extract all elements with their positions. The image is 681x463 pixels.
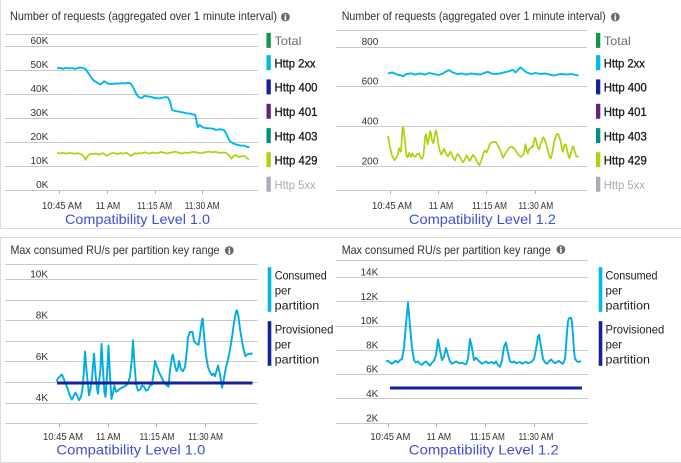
svg-text:11 AM: 11 AM	[96, 201, 121, 212]
svg-text:10K: 10K	[30, 270, 48, 281]
svg-text:30K: 30K	[31, 108, 49, 119]
svg-text:per: per	[275, 283, 292, 297]
svg-text:per: per	[606, 337, 623, 351]
svg-text:Http 2xx: Http 2xx	[275, 56, 316, 70]
svg-text:Total: Total	[604, 34, 631, 48]
svg-text:Http 5xx: Http 5xx	[604, 178, 645, 192]
svg-text:11:30 AM: 11:30 AM	[185, 201, 220, 212]
svg-text:Max consumed RU/s per partitio: Max consumed RU/s per partition key rang…	[11, 243, 220, 257]
svg-text:per: per	[606, 283, 623, 297]
svg-text:60K: 60K	[31, 36, 49, 47]
svg-text:partition: partition	[606, 352, 651, 366]
svg-text:800: 800	[362, 37, 379, 48]
svg-text:8K: 8K	[36, 311, 49, 322]
svg-text:Http 2xx: Http 2xx	[604, 56, 645, 70]
svg-text:Compatibility Level 1.0: Compatibility Level 1.0	[65, 211, 210, 227]
svg-text:2K: 2K	[366, 413, 379, 424]
svg-text:Http 5xx: Http 5xx	[275, 178, 316, 192]
svg-text:Number of requests (aggregated: Number of requests (aggregated over 1 mi…	[10, 9, 277, 23]
svg-text:12K: 12K	[361, 292, 379, 303]
svg-text:40K: 40K	[31, 84, 49, 95]
svg-text:11 AM: 11 AM	[96, 432, 121, 443]
svg-text:11:15 AM: 11:15 AM	[140, 432, 175, 443]
svg-text:4K: 4K	[36, 393, 49, 404]
svg-text:10:45 AM: 10:45 AM	[42, 201, 82, 212]
svg-text:600: 600	[362, 77, 379, 88]
svg-text:11 AM: 11 AM	[427, 432, 452, 443]
svg-text:20K: 20K	[31, 132, 49, 143]
svg-text:Compatibility Level 1.2: Compatibility Level 1.2	[409, 441, 559, 457]
svg-text:11:30 AM: 11:30 AM	[518, 201, 553, 212]
svg-text:Http 403: Http 403	[604, 129, 647, 143]
svg-text:Http 403: Http 403	[275, 129, 318, 143]
svg-text:50K: 50K	[31, 60, 49, 71]
svg-text:11:30 AM: 11:30 AM	[188, 432, 223, 443]
svg-text:14K: 14K	[361, 268, 379, 279]
svg-text:Compatibility Level 1.2: Compatibility Level 1.2	[409, 211, 556, 227]
svg-text:partition: partition	[275, 352, 320, 366]
svg-text:Http 401: Http 401	[275, 105, 318, 119]
svg-text:11 AM: 11 AM	[429, 201, 454, 212]
svg-text:10K: 10K	[31, 156, 49, 167]
svg-text:Provisioned: Provisioned	[275, 322, 334, 336]
svg-text:Http 429: Http 429	[604, 153, 647, 167]
svg-text:10K: 10K	[361, 316, 379, 327]
svg-text:0K: 0K	[36, 180, 49, 191]
svg-text:partition: partition	[275, 298, 320, 312]
svg-text:Consumed: Consumed	[606, 268, 658, 282]
svg-text:4K: 4K	[366, 389, 379, 400]
svg-text:10:45 AM: 10:45 AM	[370, 432, 410, 443]
svg-text:partition: partition	[606, 298, 651, 312]
svg-text:Http 401: Http 401	[604, 105, 647, 119]
svg-text:11:15 AM: 11:15 AM	[472, 201, 507, 212]
svg-text:Consumed: Consumed	[275, 268, 327, 282]
svg-text:Total: Total	[275, 34, 302, 48]
svg-text:400: 400	[362, 117, 379, 128]
svg-text:10:45 AM: 10:45 AM	[372, 201, 412, 212]
svg-text:Provisioned: Provisioned	[606, 322, 665, 336]
svg-text:6K: 6K	[366, 365, 379, 376]
svg-text:Http 429: Http 429	[275, 153, 318, 167]
svg-text:11:30 AM: 11:30 AM	[518, 432, 553, 443]
svg-text:8K: 8K	[366, 340, 379, 351]
svg-text:per: per	[275, 337, 292, 351]
svg-text:Max consumed RU/s per partitio: Max consumed RU/s per partition key rang…	[342, 243, 551, 257]
svg-text:6K: 6K	[36, 352, 49, 363]
svg-text:11:15 AM: 11:15 AM	[470, 432, 505, 443]
svg-text:Number of requests (aggregated: Number of requests (aggregated over 1 mi…	[342, 9, 606, 23]
svg-text:11:15 AM: 11:15 AM	[137, 201, 172, 212]
svg-text:Compatibility Level 1.0: Compatibility Level 1.0	[56, 441, 205, 457]
svg-text:10:45 AM: 10:45 AM	[43, 432, 83, 443]
svg-text:200: 200	[362, 156, 379, 167]
svg-text:Http 400: Http 400	[275, 81, 318, 95]
svg-text:Http 400: Http 400	[604, 81, 647, 95]
